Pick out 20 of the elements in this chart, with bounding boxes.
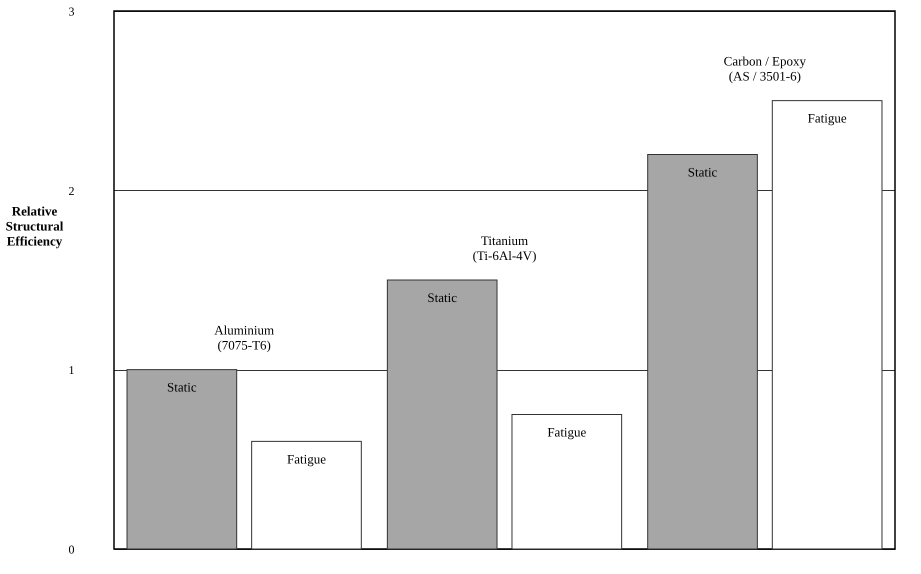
y-tick-label: 3 (68, 4, 74, 18)
bar (126, 369, 238, 550)
bar (647, 154, 758, 550)
text: Static (427, 290, 457, 305)
series-label: Fatigue (286, 451, 326, 466)
text: Static (688, 164, 718, 180)
y-tick-label: 0 (68, 542, 74, 556)
x-tick-label: Titanium (Ti-6Al-4V) (472, 233, 536, 263)
text: Fatigue (808, 110, 847, 126)
text: Fatigue (547, 424, 586, 440)
y-axis-title: Relative Structural Efficiency (6, 204, 64, 248)
y-tick-label: 2 (68, 184, 74, 198)
bar (386, 280, 498, 550)
x-tick-label: Carbon / Epoxy (AS / 3501-6) (724, 54, 806, 84)
y-tick-label: 1 (68, 363, 74, 378)
bar (511, 414, 622, 550)
series-label: Static (167, 380, 197, 395)
x-tick-label: Aluminium (7075-T6) (214, 322, 274, 353)
bar (772, 100, 882, 550)
bar (251, 440, 362, 550)
